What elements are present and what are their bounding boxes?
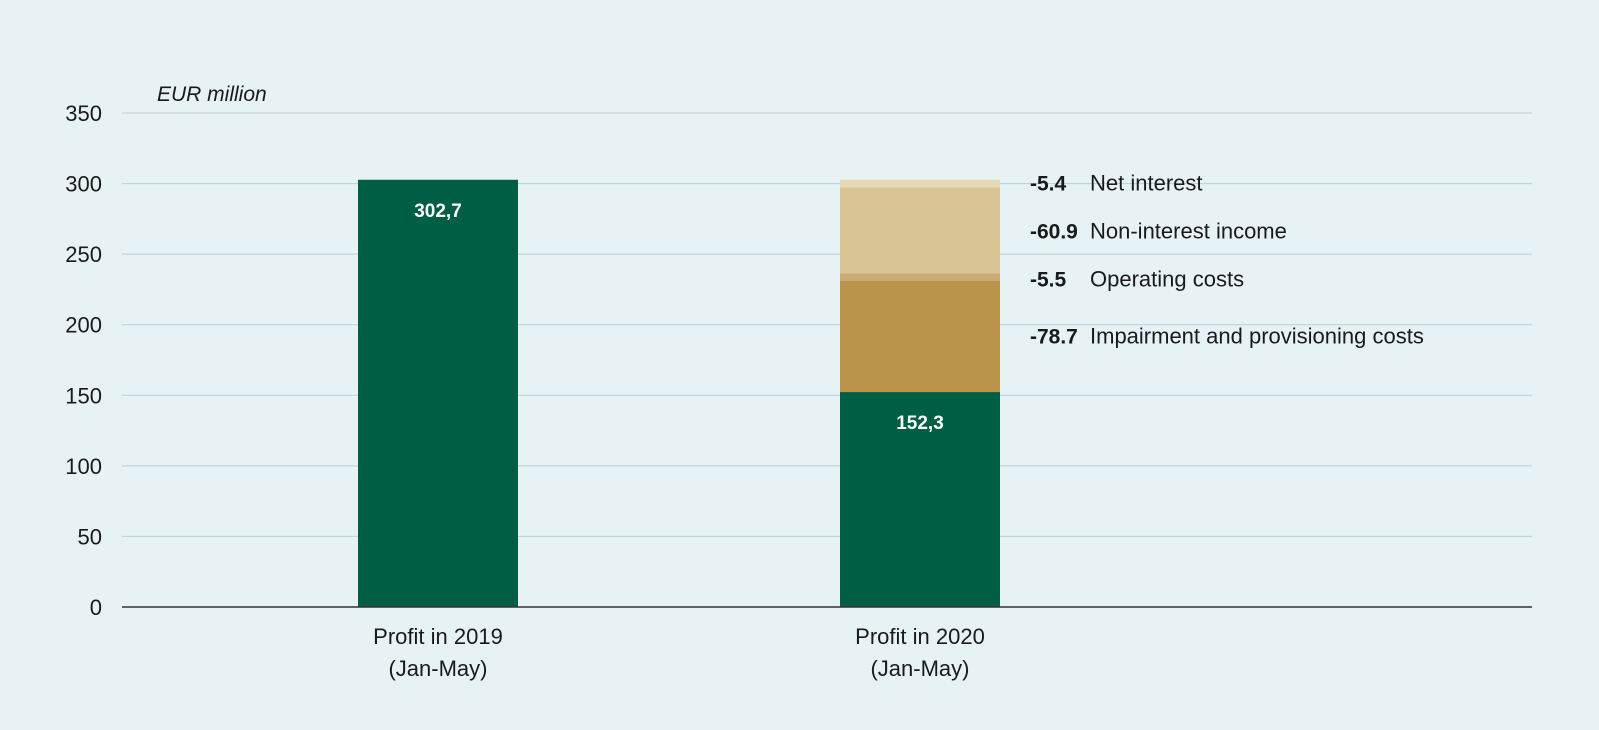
decline-segment [840,280,1000,393]
profit-bar-label: 152,3 [896,413,944,434]
component-value-label: -5.4 [1030,172,1067,195]
y-tick-label: 200 [65,313,102,338]
component-name-label: Impairment and provisioning costs [1090,323,1424,348]
decline-segment [840,179,1000,188]
profit-bar [358,179,518,608]
component-name-label: Net interest [1090,170,1203,195]
x-axis-categories: Profit in 2019 (Jan-May) Profit in 2020 (Ja… [373,624,985,681]
gridlines [122,112,1532,537]
component-value-label: -5.5 [1030,268,1067,291]
decline-segment [840,273,1000,281]
y-tick-label: 300 [65,172,102,197]
profit-bar [840,392,1000,607]
component-name-label: Operating costs [1090,266,1244,291]
component-name-label: Non-interest income [1090,218,1287,243]
y-axis-ticks: 0 50 100 150 200 250 300 350 [65,101,102,620]
x-category-sublabel: (Jan-May) [870,656,969,681]
profit-bar-label: 302,7 [414,201,462,222]
component-labels: -78.7 Impairment and provisioning costs -5… [1030,170,1424,348]
x-category-label: Profit in 2020 [855,624,985,649]
component-value-label: -60.9 [1030,220,1078,243]
y-tick-label: 350 [65,101,102,126]
y-tick-label: 50 [78,524,102,549]
component-value-label: -78.7 [1030,325,1078,348]
x-category-label: Profit in 2019 [373,624,503,649]
bars: 302,7 152,3 [358,179,1000,608]
y-tick-label: 0 [90,595,102,620]
decline-segment [840,187,1000,274]
x-category-sublabel: (Jan-May) [388,656,487,681]
y-tick-label: 100 [65,454,102,479]
unit-label: EUR million [157,83,267,106]
y-tick-label: 250 [65,242,102,267]
y-tick-label: 150 [65,383,102,408]
